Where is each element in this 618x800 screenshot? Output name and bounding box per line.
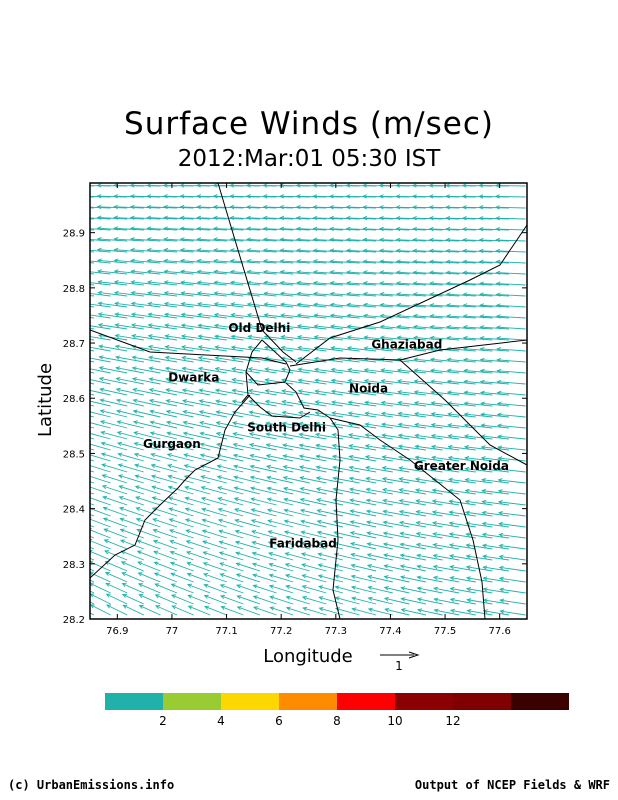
x-tick-label: 77.2 <box>270 626 292 637</box>
colorbar-label: 4 <box>217 714 225 728</box>
reference-vector: 1 <box>380 651 420 673</box>
colorbar-label: 8 <box>333 714 341 728</box>
place-label: Gurgaon <box>143 437 201 451</box>
colorbar-legend: 2 4 6 8 10 12 <box>105 693 569 728</box>
place-label: Faridabad <box>269 536 337 550</box>
y-tick-label: 28.6 <box>63 394 85 405</box>
y-tick-label: 28.4 <box>63 505 85 516</box>
place-label: Dwarka <box>168 371 219 385</box>
x-tick-label: 76.9 <box>106 626 128 637</box>
chart-subtitle: 2012:Mar:01 05:30 IST <box>177 146 441 172</box>
x-axis-label: Longitude <box>263 646 353 667</box>
source-footer: Output of NCEP Fields & WRF <box>414 778 610 792</box>
plot-frame <box>89 182 528 620</box>
y-axis-label: Latitude <box>35 363 56 437</box>
place-label: Ghaziabad <box>371 338 442 352</box>
x-tick-label: 77.5 <box>434 626 456 637</box>
colorbar-label: 6 <box>275 714 283 728</box>
x-tick-label: 77 <box>166 626 179 637</box>
colorbar-swatch <box>221 693 279 710</box>
y-tick-label: 28.8 <box>63 284 85 295</box>
x-tick-label: 77.4 <box>379 626 401 637</box>
x-axis-ticks: 76.9 77 77.1 77.2 77.3 77.4 77.5 77.6 <box>106 183 511 637</box>
place-label: South Delhi <box>247 420 326 434</box>
place-labels: Old Delhi Ghaziabad Dwarka Noida South Delhi… <box>143 321 509 550</box>
y-tick-label: 28.9 <box>63 229 85 240</box>
place-label: Greater Noida <box>414 459 509 473</box>
colorbar-label: 12 <box>445 714 460 728</box>
colorbar-swatch <box>337 693 395 710</box>
place-label: Noida <box>349 382 388 396</box>
colorbar-swatch <box>279 693 337 710</box>
colorbar-label: 10 <box>387 714 402 728</box>
y-tick-label: 28.2 <box>63 615 85 626</box>
y-tick-label: 28.3 <box>63 560 85 571</box>
colorbar-label: 2 <box>159 714 167 728</box>
chart-title: Surface Winds (m/sec) <box>124 106 494 142</box>
colorbar-swatch <box>511 693 569 710</box>
reference-vector-label: 1 <box>395 659 403 673</box>
colorbar-swatch <box>395 693 453 710</box>
copyright-footer: (c) UrbanEmissions.info <box>8 778 175 792</box>
colorbar-swatch <box>163 693 221 710</box>
y-tick-label: 28.5 <box>63 449 85 460</box>
y-tick-label: 28.7 <box>63 339 85 350</box>
colorbar-swatch <box>105 693 163 710</box>
x-tick-label: 77.1 <box>215 626 237 637</box>
district-boundaries <box>90 183 527 619</box>
x-tick-label: 77.6 <box>489 626 511 637</box>
y-axis-ticks: 28.2 28.3 28.4 28.5 28.6 28.7 28.8 28.9 <box>63 229 527 626</box>
colorbar-swatch <box>453 693 511 710</box>
place-label: Old Delhi <box>228 321 290 335</box>
x-tick-label: 77.3 <box>325 626 347 637</box>
wind-vector-field <box>90 183 526 616</box>
